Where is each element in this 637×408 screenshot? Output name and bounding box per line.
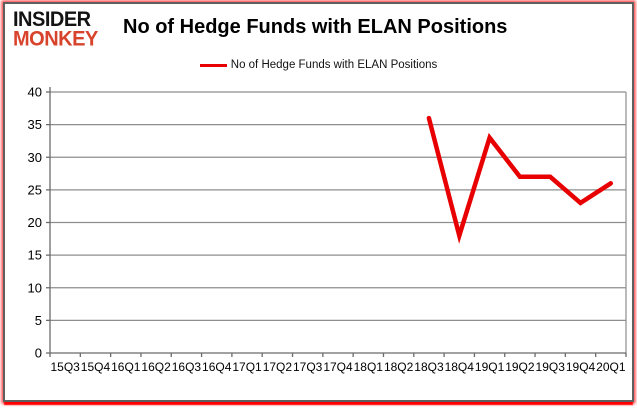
y-tick-label: 0 — [35, 346, 42, 361]
legend-line-swatch — [199, 63, 227, 67]
x-tick-label: 20Q1 — [596, 360, 626, 374]
x-tick-label: 19Q2 — [505, 360, 535, 374]
plot-area: 0 5 10 15 20 25 30 35 40 15Q3 15Q4 16Q1 16Q2 16Q3 16Q4… — [7, 84, 634, 403]
y-tick-label: 20 — [28, 215, 42, 230]
legend: No of Hedge Funds with ELAN Positions — [5, 59, 632, 71]
x-tick-label: 18Q1 — [354, 360, 384, 374]
x-tick-label: 15Q3 — [50, 360, 80, 374]
y-tick-label: 25 — [28, 182, 42, 197]
y-tick-label: 5 — [35, 313, 42, 328]
x-tick-label: 15Q4 — [81, 360, 111, 374]
x-tick-label: 17Q4 — [323, 360, 353, 374]
x-tick-label: 16Q3 — [172, 360, 202, 374]
y-tick-label: 30 — [28, 150, 42, 165]
x-tick-label: 19Q4 — [566, 360, 596, 374]
chart-title: No of Hedge Funds with ELAN Positions — [123, 16, 508, 38]
x-tick-label: 18Q4 — [445, 360, 475, 374]
x-tick-label: 17Q1 — [232, 360, 262, 374]
x-tick-label: 16Q4 — [202, 360, 232, 374]
x-tick-label: 18Q2 — [384, 360, 414, 374]
insider-monkey-logo: INSIDER MONKEY — [13, 7, 98, 52]
x-tick-label: 17Q2 — [263, 360, 293, 374]
hedge-fund-positions-line — [426, 115, 614, 244]
x-tick-label: 19Q1 — [475, 360, 505, 374]
logo-monkey-text: MONKEY — [13, 27, 98, 52]
y-tick-label: 10 — [28, 280, 42, 295]
x-tick-label: 19Q3 — [536, 360, 566, 374]
y-tick-label: 15 — [28, 248, 42, 263]
legend-label: No of Hedge Funds with ELAN Positions — [230, 59, 438, 71]
x-tick-label: 18Q3 — [414, 360, 444, 374]
line-chart-svg: 0 5 10 15 20 25 30 35 40 15Q3 15Q4 16Q1 16Q2 16Q3 16Q4… — [28, 85, 627, 374]
logo-insider-text: INSIDER — [13, 7, 91, 32]
chart-card: INSIDER MONKEY No of Hedge Funds with EL… — [3, 2, 634, 402]
y-tick-label: 40 — [28, 85, 42, 100]
y-tick-label: 35 — [28, 117, 42, 132]
x-tick-label: 16Q1 — [111, 360, 141, 374]
x-tick-label: 17Q3 — [293, 360, 323, 374]
x-tick-label: 16Q2 — [141, 360, 171, 374]
